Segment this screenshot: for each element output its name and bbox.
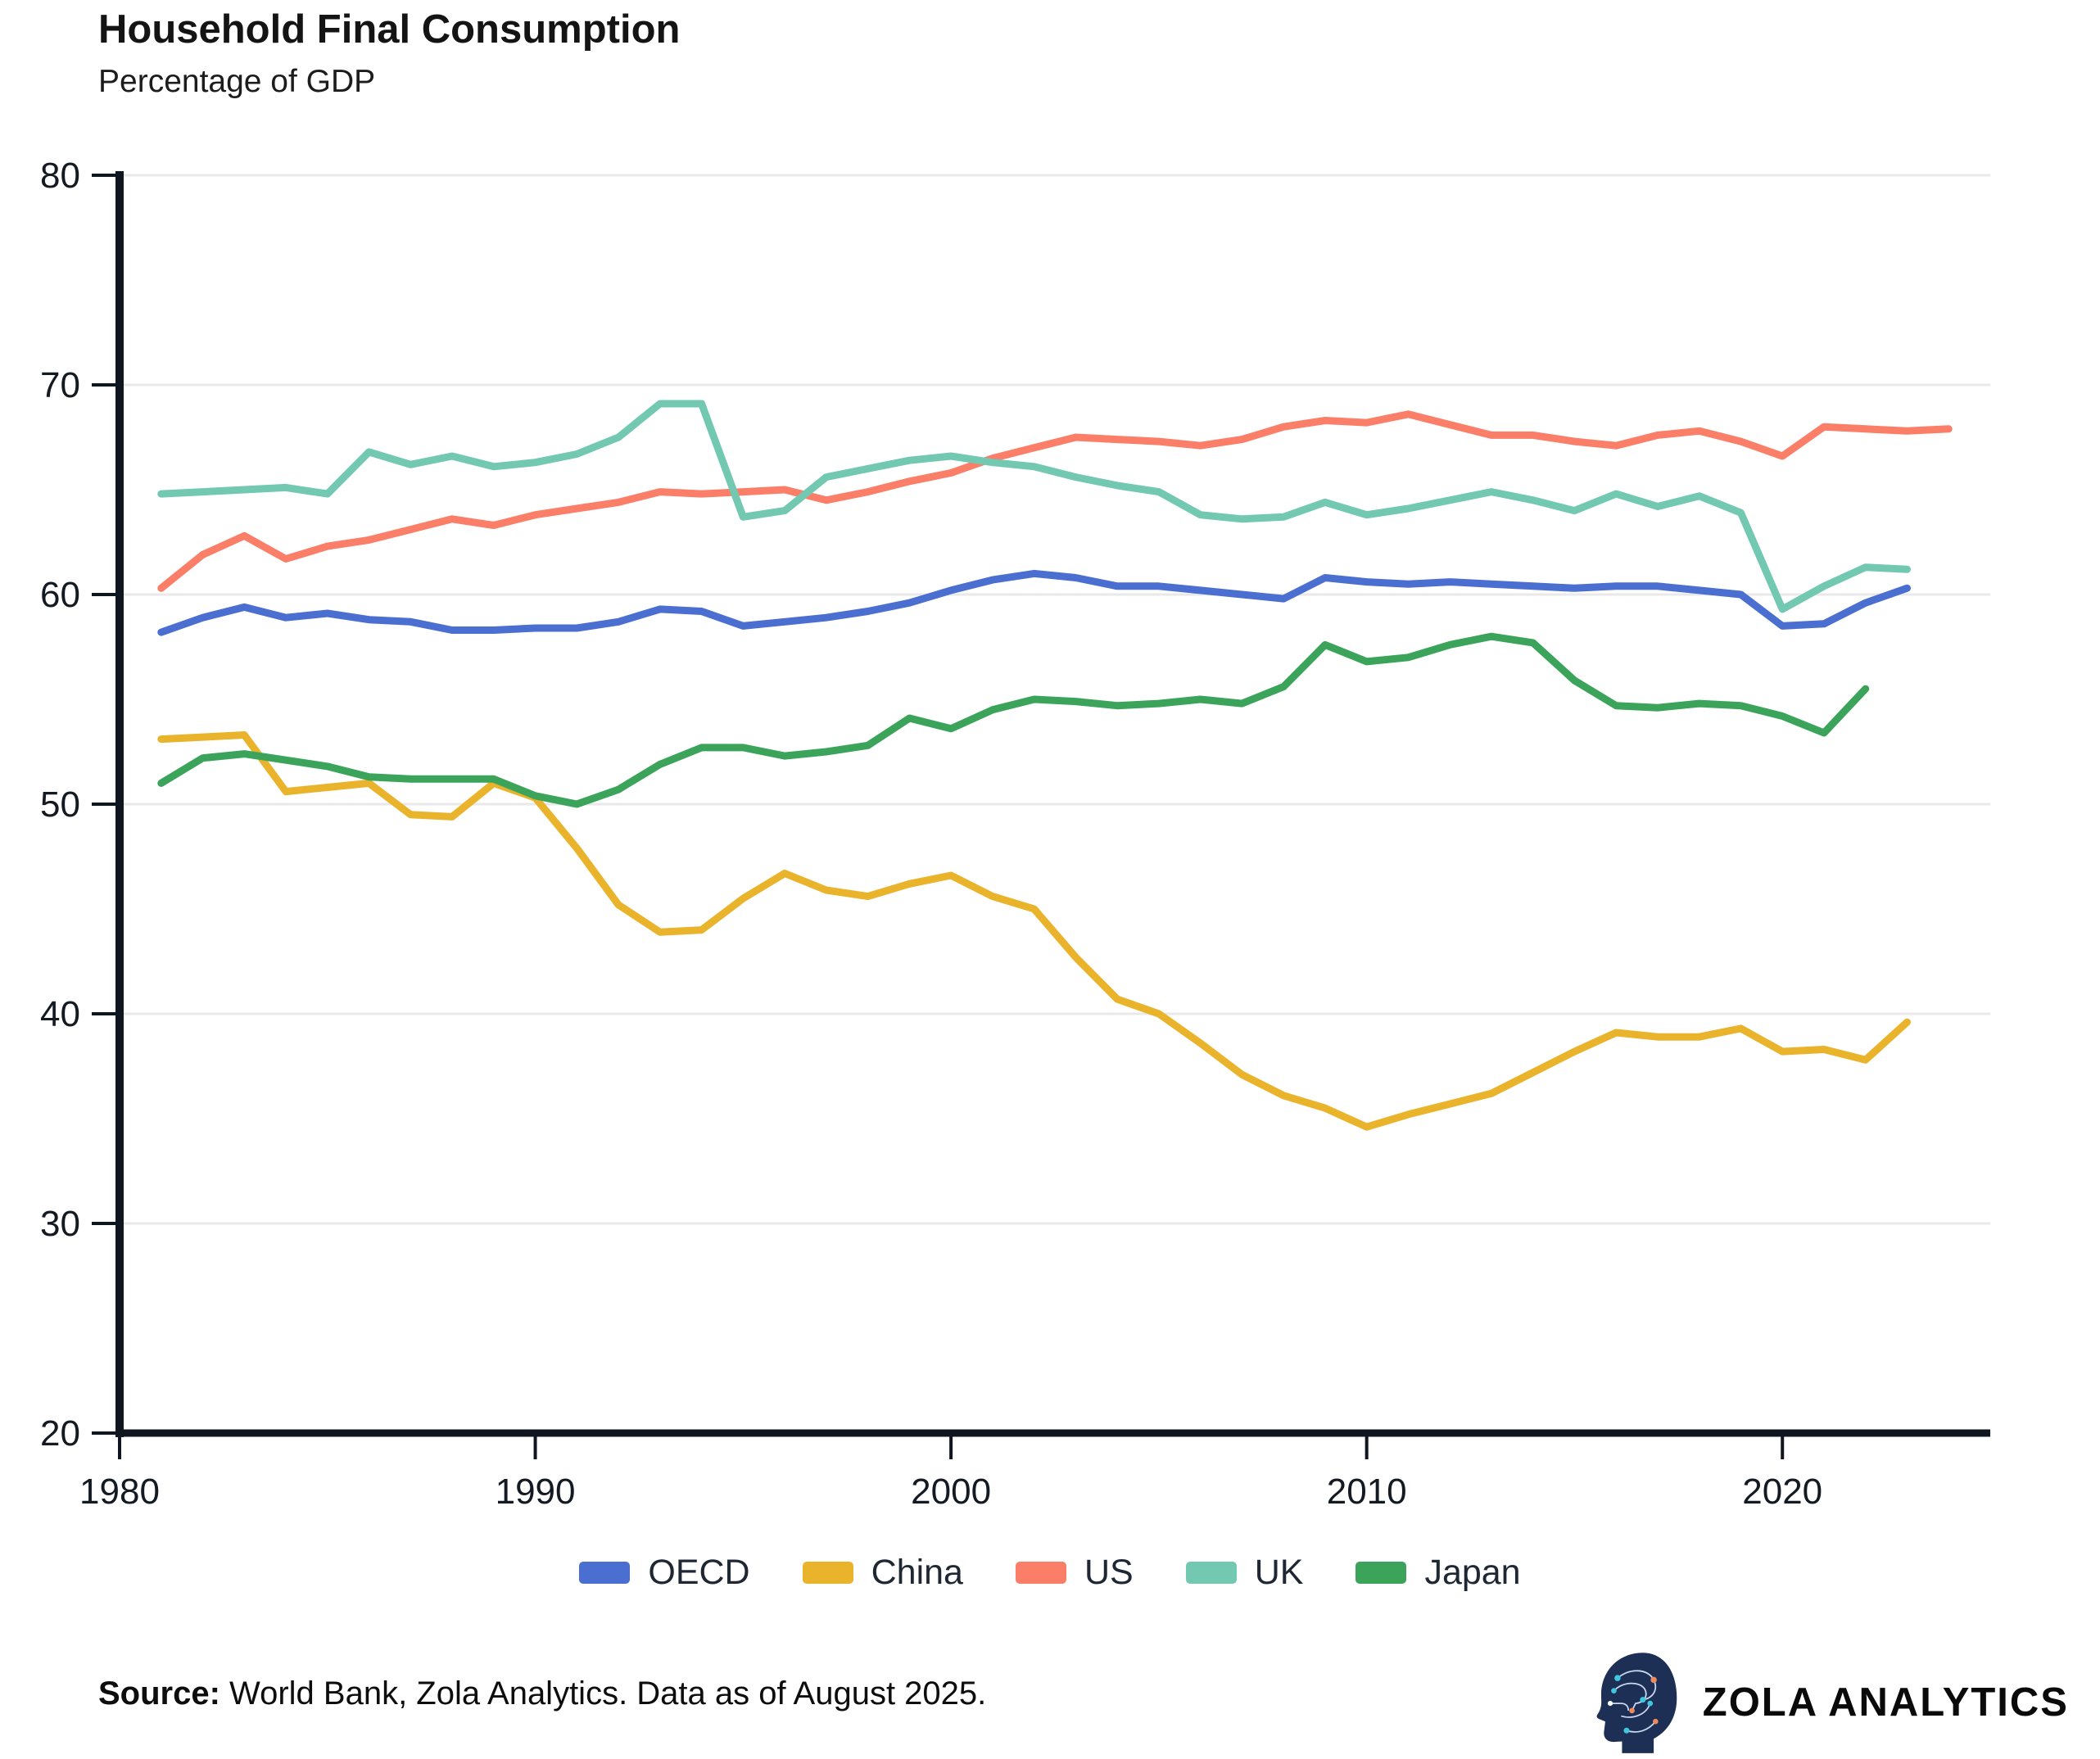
- gridlines: [120, 174, 1990, 1225]
- y-tick-label-30: 30: [40, 1204, 80, 1244]
- page-subtitle: Percentage of GDP: [98, 64, 376, 100]
- series-line-china: [157, 731, 1911, 1131]
- legend-item-japan: Japan: [1355, 1553, 1521, 1593]
- series-line-us: [157, 410, 1953, 592]
- series-line-japan: [157, 632, 1870, 808]
- legend-label-us: US: [1084, 1553, 1134, 1592]
- y-tick-label-70: 70: [40, 365, 80, 405]
- chart-header: Household Final Consumption Percentage o…: [98, 7, 680, 100]
- x-tick-label-2020: 2020: [1742, 1472, 1822, 1512]
- x-tick-label-1990: 1990: [496, 1472, 576, 1512]
- y-tick-label-40: 40: [40, 994, 80, 1034]
- y-tick-label-80: 80: [40, 156, 80, 196]
- source-text: World Bank, Zola Analytics. Data as of A…: [220, 1675, 987, 1712]
- chart-legend: OECD China US UK Japan: [0, 1553, 2100, 1593]
- y-tick-label-50: 50: [40, 785, 80, 825]
- line-chart-canvas: 20 30 40 50 60 70 80 1980 1990 2000 2010 2020: [40, 156, 1990, 1512]
- legend-label-uk: UK: [1254, 1553, 1304, 1592]
- legend-swatch-china: [802, 1562, 853, 1584]
- brand: ZOLA ANALYTICS: [1590, 1649, 2069, 1756]
- legend-label-japan: Japan: [1424, 1553, 1521, 1592]
- zola-logo-icon: [1596, 1653, 1677, 1753]
- x-tick-label-2000: 2000: [911, 1472, 991, 1512]
- legend-item-china: China: [802, 1553, 963, 1593]
- legend-swatch-uk: [1185, 1562, 1237, 1584]
- y-tick-label-20: 20: [40, 1413, 80, 1454]
- legend-label-china: China: [871, 1553, 963, 1592]
- page-title: Household Final Consumption: [98, 7, 681, 52]
- legend-swatch-oecd: [579, 1562, 631, 1584]
- legend-swatch-us: [1015, 1562, 1066, 1584]
- legend-label-oecd: OECD: [648, 1553, 750, 1592]
- brand-wordmark: ZOLA ANALYTICS: [1702, 1680, 2069, 1725]
- source-label: Source:: [98, 1675, 220, 1712]
- legend-item-oecd: OECD: [579, 1553, 750, 1593]
- y-tick-label-60: 60: [40, 575, 80, 615]
- source-note: Source: World Bank, Zola Analytics. Data…: [98, 1675, 986, 1712]
- line-chart: 20 30 40 50 60 70 80 1980 1990 2000 2010 2020: [40, 156, 1990, 1512]
- legend-item-uk: UK: [1185, 1553, 1304, 1593]
- x-tick-label-1980: 1980: [79, 1472, 160, 1512]
- x-tick-label-2010: 2010: [1327, 1472, 1407, 1512]
- legend-item-us: US: [1015, 1553, 1134, 1593]
- series-line-oecd: [157, 569, 1911, 636]
- series-line-uk: [157, 400, 1911, 613]
- legend-swatch-japan: [1355, 1562, 1407, 1584]
